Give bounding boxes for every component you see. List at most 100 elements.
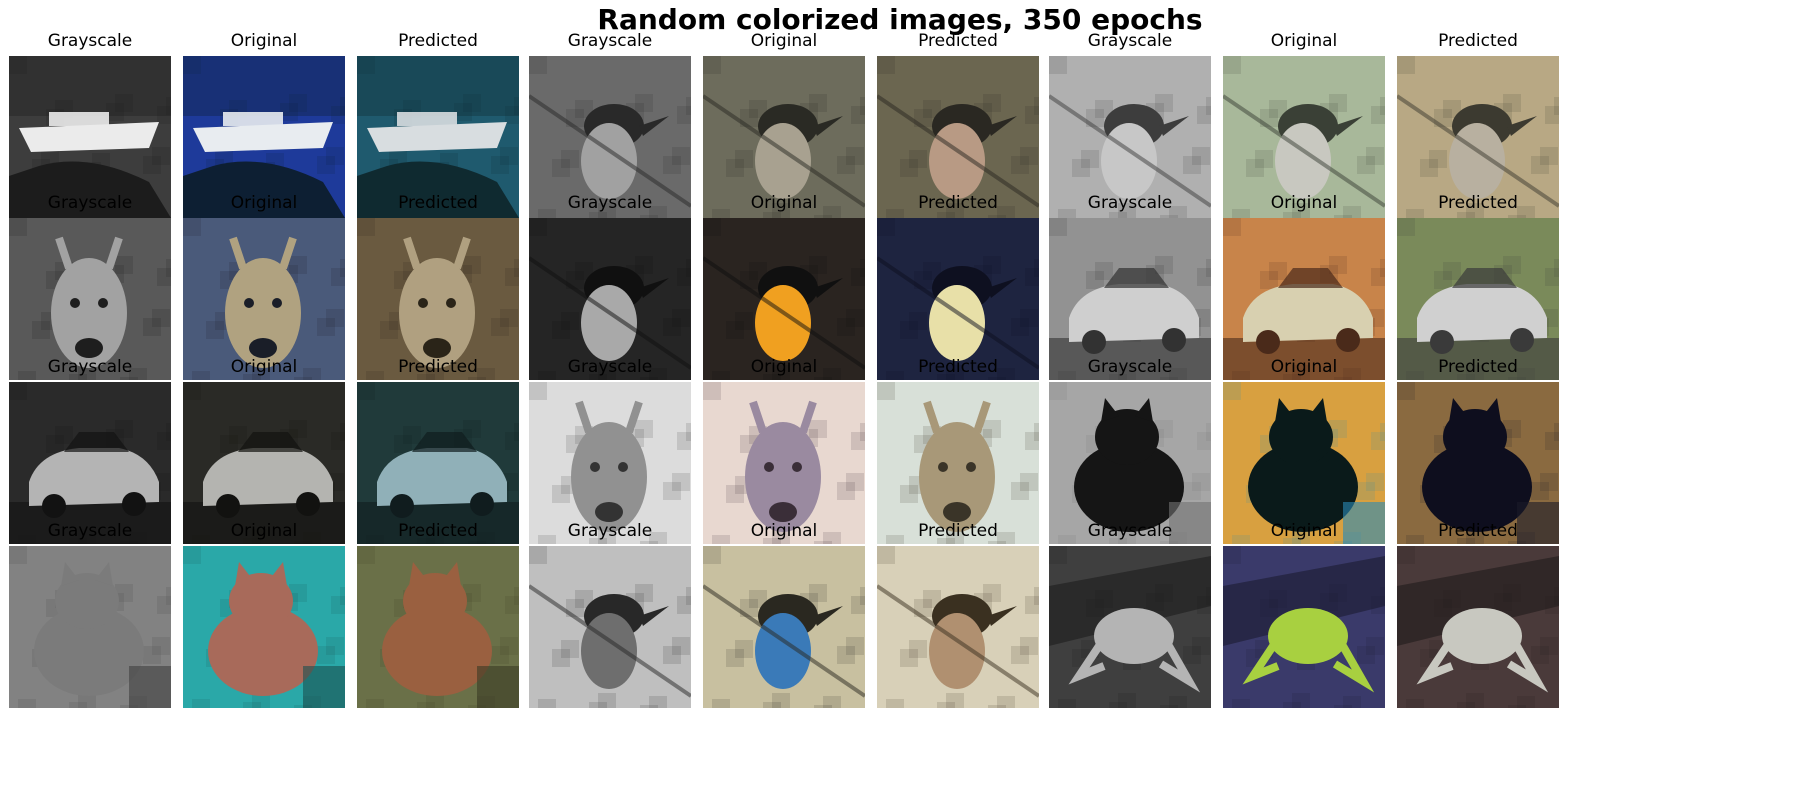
panel-title: Original: [750, 193, 818, 213]
original-image: [1223, 382, 1385, 544]
original-image: [183, 56, 345, 218]
panel-title: Grayscale: [567, 521, 653, 541]
grayscale-image: [9, 56, 171, 218]
grayscale-image: [1049, 546, 1211, 708]
panel-predicted: Predicted: [356, 30, 520, 218]
panel-predicted: Predicted: [356, 192, 520, 380]
panel-original: Original: [182, 520, 346, 708]
grayscale-image: [1049, 56, 1211, 218]
panel-title: Original: [1270, 521, 1338, 541]
grayscale-image: [9, 546, 171, 708]
panel-title: Grayscale: [567, 193, 653, 213]
panel-title: Grayscale: [1087, 521, 1173, 541]
predicted-image: [877, 546, 1039, 708]
panel-predicted: Predicted: [1396, 30, 1560, 218]
panel-grayscale: Grayscale: [528, 30, 692, 218]
predicted-image: [877, 382, 1039, 544]
grayscale-image: [529, 56, 691, 218]
grayscale-image: [529, 382, 691, 544]
panel-title: Predicted: [398, 31, 478, 51]
panel-original: Original: [1222, 356, 1386, 544]
panel-title: Original: [230, 31, 298, 51]
original-image: [1223, 218, 1385, 380]
predicted-image: [877, 218, 1039, 380]
original-image: [703, 382, 865, 544]
panel-title: Grayscale: [567, 31, 653, 51]
original-image: [1223, 56, 1385, 218]
panel-original: Original: [182, 356, 346, 544]
panel-original: Original: [182, 30, 346, 218]
original-image: [703, 56, 865, 218]
panel-title: Predicted: [398, 521, 478, 541]
original-image: [703, 218, 865, 380]
grayscale-image: [9, 218, 171, 380]
predicted-image: [357, 218, 519, 380]
panel-grayscale: Grayscale: [8, 192, 172, 380]
grayscale-image: [9, 382, 171, 544]
panel-grayscale: Grayscale: [1048, 520, 1212, 708]
panel-title: Predicted: [918, 193, 998, 213]
panel-title: Original: [1270, 357, 1338, 377]
panel-predicted: Predicted: [1396, 192, 1560, 380]
original-image: [183, 546, 345, 708]
panel-title: Original: [750, 357, 818, 377]
original-image: [703, 546, 865, 708]
panel-predicted: Predicted: [356, 520, 520, 708]
predicted-image: [1397, 546, 1559, 708]
grayscale-image: [529, 218, 691, 380]
predicted-image: [357, 546, 519, 708]
panel-grayscale: Grayscale: [8, 356, 172, 544]
predicted-image: [1397, 56, 1559, 218]
panel-original: Original: [1222, 520, 1386, 708]
panel-title: Original: [1270, 193, 1338, 213]
panel-title: Predicted: [918, 357, 998, 377]
predicted-image: [1397, 218, 1559, 380]
panel-title: Grayscale: [1087, 357, 1173, 377]
panel-title: Predicted: [1438, 193, 1518, 213]
panel-title: Grayscale: [47, 193, 133, 213]
panel-title: Grayscale: [47, 521, 133, 541]
panel-title: Predicted: [1438, 357, 1518, 377]
predicted-image: [357, 56, 519, 218]
panel-grayscale: Grayscale: [1048, 30, 1212, 218]
panel-title: Original: [1270, 31, 1338, 51]
panel-predicted: Predicted: [876, 520, 1040, 708]
figure-title: Random colorized images, 350 epochs: [597, 3, 1203, 36]
panel-title: Original: [750, 521, 818, 541]
panel-original: Original: [1222, 192, 1386, 380]
panel-predicted: Predicted: [876, 30, 1040, 218]
panel-title: Original: [230, 521, 298, 541]
panel-grayscale: Grayscale: [528, 356, 692, 544]
panel-original: Original: [182, 192, 346, 380]
panel-original: Original: [1222, 30, 1386, 218]
original-image: [183, 218, 345, 380]
panel-predicted: Predicted: [876, 356, 1040, 544]
panel-title: Predicted: [1438, 31, 1518, 51]
panel-title: Predicted: [1438, 521, 1518, 541]
panel-title: Original: [750, 31, 818, 51]
panel-title: Predicted: [398, 193, 478, 213]
panel-title: Original: [230, 357, 298, 377]
grayscale-image: [529, 546, 691, 708]
predicted-image: [1397, 382, 1559, 544]
predicted-image: [877, 56, 1039, 218]
predicted-image: [357, 382, 519, 544]
panel-title: Predicted: [918, 521, 998, 541]
panel-original: Original: [702, 520, 866, 708]
panel-title: Predicted: [398, 357, 478, 377]
panel-grayscale: Grayscale: [528, 520, 692, 708]
grayscale-image: [1049, 382, 1211, 544]
panel-title: Grayscale: [567, 357, 653, 377]
panel-grayscale: Grayscale: [1048, 192, 1212, 380]
panel-predicted: Predicted: [1396, 520, 1560, 708]
panel-title: Predicted: [918, 31, 998, 51]
panel-title: Grayscale: [47, 31, 133, 51]
panel-original: Original: [702, 30, 866, 218]
panel-original: Original: [702, 192, 866, 380]
original-image: [1223, 546, 1385, 708]
panel-predicted: Predicted: [356, 356, 520, 544]
original-image: [183, 382, 345, 544]
panel-grayscale: Grayscale: [8, 520, 172, 708]
panel-original: Original: [702, 356, 866, 544]
panel-predicted: Predicted: [876, 192, 1040, 380]
